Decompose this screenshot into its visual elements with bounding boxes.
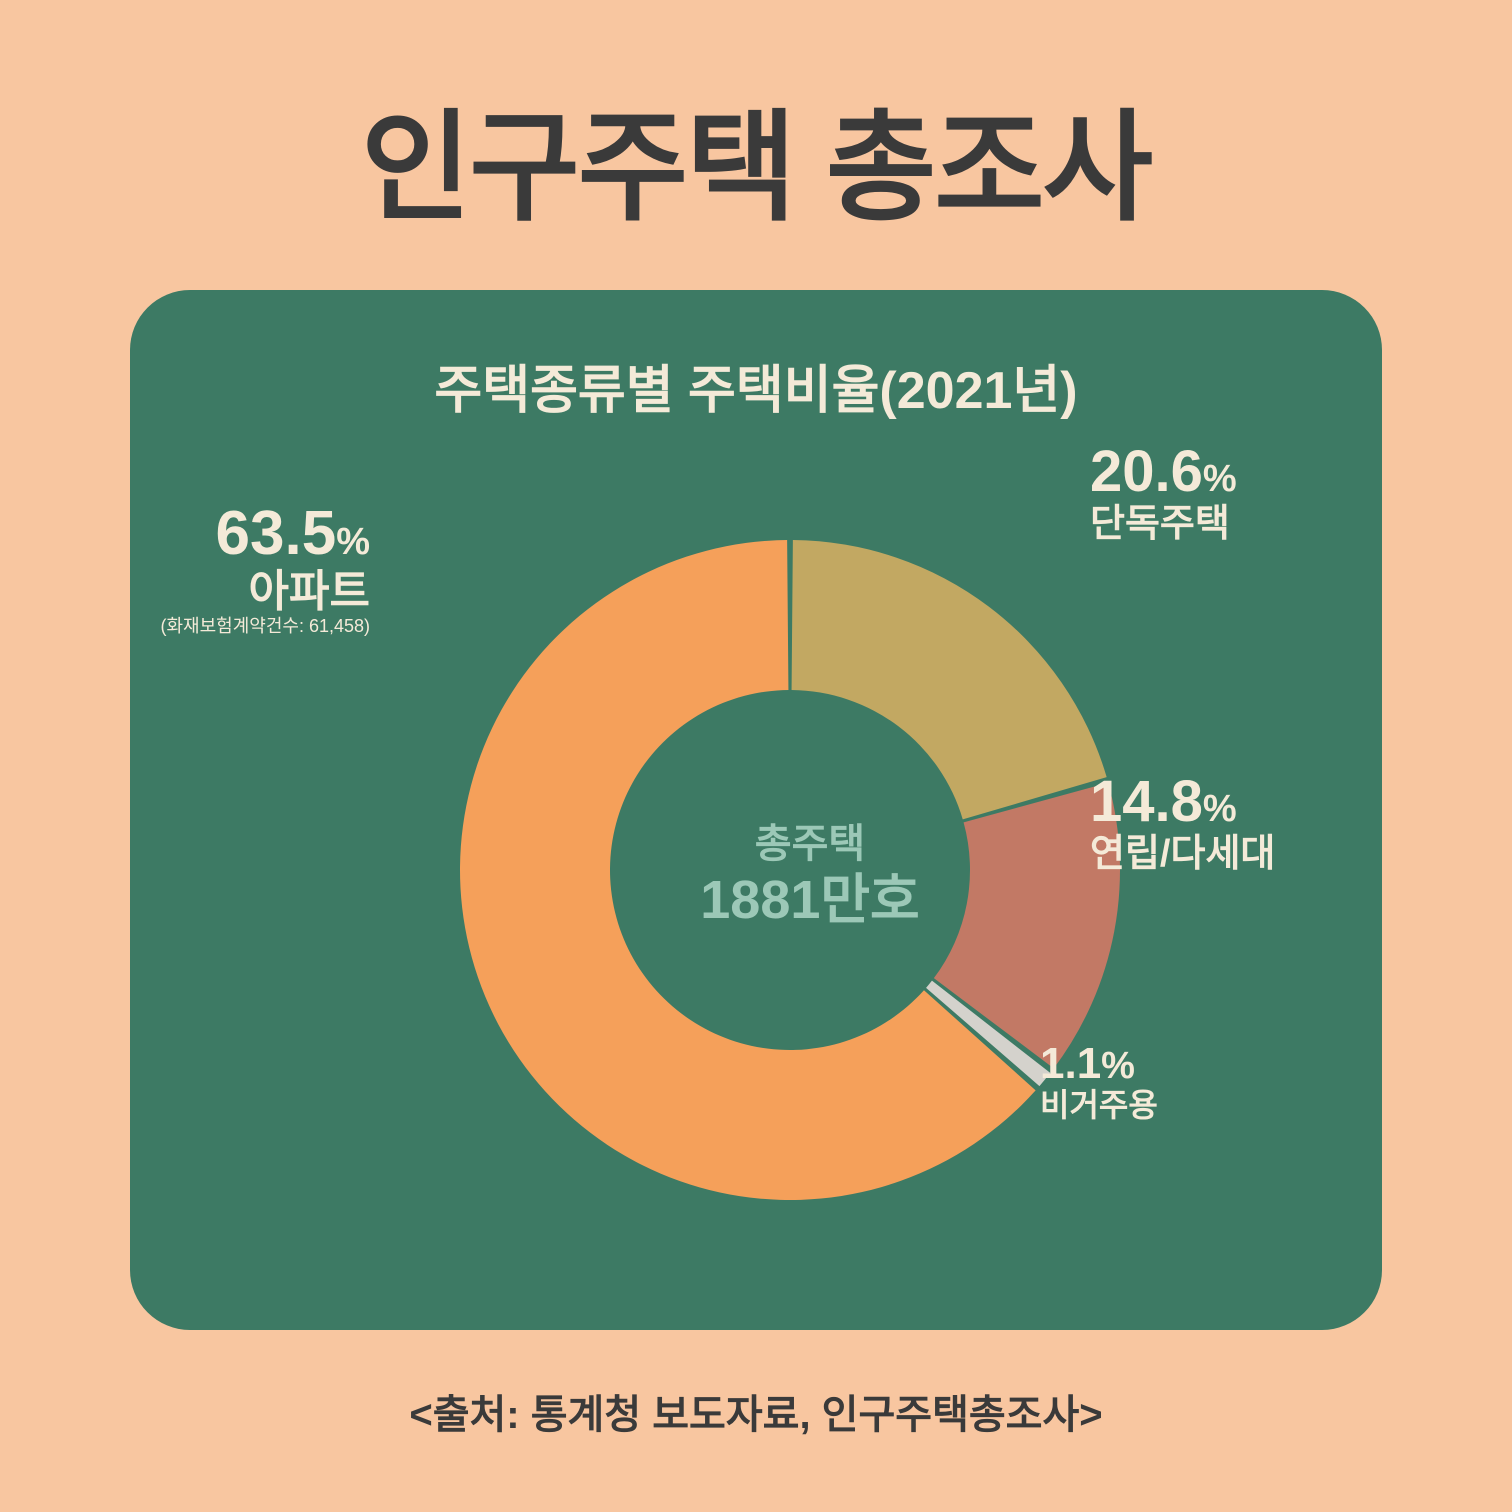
card-title: 주택종류별 주택비율(2021년) <box>130 348 1382 423</box>
segment-label-danok: 20.6%단독주택 <box>1090 440 1237 546</box>
donut-center-label: 총주택1881만호 <box>440 820 1180 933</box>
infographic-card: 인구주택 총조사 주택종류별 주택비율(2021년) 총주택1881만호 20.… <box>0 0 1512 1512</box>
segment-label-bigeoju: 1.1%비거주용 <box>1040 1040 1158 1124</box>
segment-label-yeonrip: 14.8%연립/다세대 <box>1090 770 1275 876</box>
source-caption: <출처: 통계청 보도자료, 인구주택총조사> <box>0 1382 1512 1440</box>
donut-chart: 총주택1881만호 <box>440 500 1180 1240</box>
segment-label-apart: 63.5%아파트(화재보험계약건수: 61,458) <box>160 500 370 636</box>
page-title: 인구주택 총조사 <box>0 70 1512 244</box>
donut-segment-danok <box>792 540 1107 819</box>
